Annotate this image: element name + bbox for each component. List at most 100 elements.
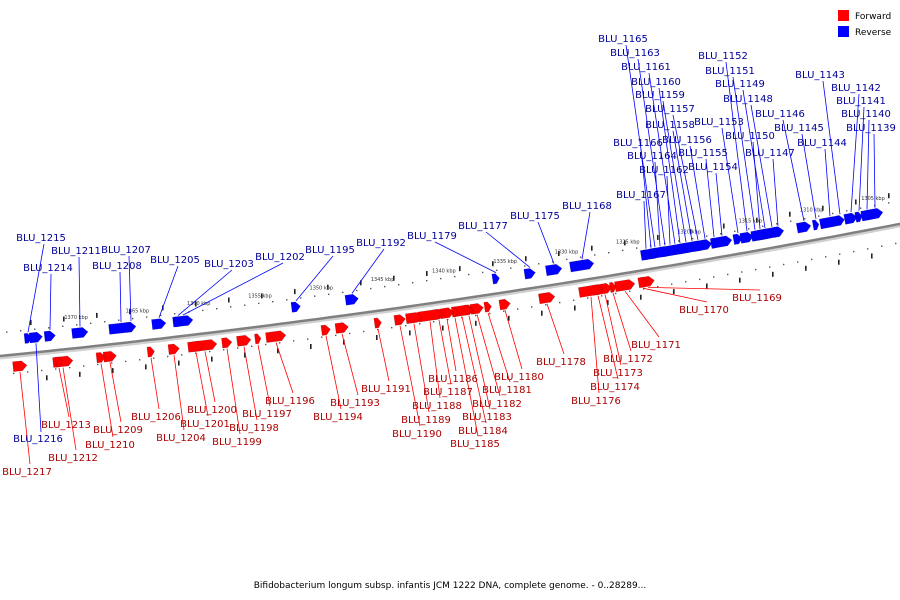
forward-leader-line xyxy=(58,367,70,418)
scale-dot xyxy=(167,355,169,358)
scale-dot xyxy=(846,210,848,212)
scale-dot xyxy=(13,372,15,375)
scale-tick xyxy=(310,344,312,349)
scale-dot xyxy=(132,317,134,320)
scale-dot xyxy=(811,258,813,261)
scale-dot xyxy=(496,269,498,271)
scale-dot xyxy=(391,327,393,329)
scale-dot xyxy=(251,345,253,347)
forward-leader-line xyxy=(109,362,122,423)
scale-dot xyxy=(853,250,855,253)
forward-gene-label: BLU_1199 xyxy=(212,437,262,448)
forward-gene-shape xyxy=(102,351,117,363)
forward-gene xyxy=(55,356,63,368)
scale-dot xyxy=(265,343,267,346)
scale-tick xyxy=(822,205,824,211)
forward-gene-label: BLU_1187 xyxy=(423,387,473,398)
forward-leader-line xyxy=(590,296,600,394)
scale-dot xyxy=(279,342,281,344)
forward-gene-shape xyxy=(265,330,287,343)
scale-dot xyxy=(622,249,624,252)
forward-gene-shape xyxy=(221,337,233,349)
forward-gene-shape xyxy=(55,356,63,368)
kbp-scale-label: 1335 kbp xyxy=(493,259,517,265)
scale-dot xyxy=(636,247,638,249)
forward-gene xyxy=(236,335,252,347)
scale-dot xyxy=(272,301,274,303)
legend-forward-label: Forward xyxy=(855,12,891,22)
scale-tick xyxy=(475,320,477,326)
forward-leader-line xyxy=(461,316,487,424)
scale-dot xyxy=(755,268,757,271)
reverse-leader-line xyxy=(689,145,706,239)
scale-tick xyxy=(442,325,444,331)
forward-leader-line xyxy=(341,333,359,396)
forward-gene-shape xyxy=(334,322,349,334)
reverse-gene xyxy=(151,318,167,330)
reverse-leader-line xyxy=(158,265,179,318)
reverse-leader-line xyxy=(27,243,45,333)
scale-dot xyxy=(776,223,778,225)
kbp-scale-label: 1315 kbp xyxy=(739,219,763,225)
reverse-gene-label: BLU_1146 xyxy=(755,109,805,120)
scale-tick xyxy=(261,293,263,299)
scale-tick xyxy=(673,289,675,295)
scale-dot xyxy=(594,254,596,256)
reverse-gene-shape xyxy=(709,237,718,249)
forward-leader-line xyxy=(597,295,619,380)
scale-dot xyxy=(888,202,890,204)
scale-dot xyxy=(195,352,197,354)
forward-gene-label: BLU_1186 xyxy=(428,374,478,385)
scale-dot xyxy=(573,299,575,301)
scale-dot xyxy=(510,267,512,269)
scale-dot xyxy=(153,357,155,359)
scale-dot xyxy=(349,332,351,335)
forward-leader-line xyxy=(62,367,77,451)
kbp-scale-label: 1360 kbp xyxy=(187,301,211,307)
forward-gene-label: BLU_1193 xyxy=(330,398,380,409)
reverse-leader-line xyxy=(434,241,497,273)
forward-gene-label: BLU_1210 xyxy=(85,440,135,451)
reverse-leader-line xyxy=(824,148,831,217)
scale-dot xyxy=(398,284,400,286)
scale-tick xyxy=(30,320,32,325)
forward-gene-shape xyxy=(637,277,648,289)
scale-tick xyxy=(558,251,560,256)
reverse-gene-shape xyxy=(491,273,500,285)
reverse-leader-line xyxy=(782,119,805,222)
scale-dot xyxy=(83,365,85,367)
reverse-gene-label: BLU_1148 xyxy=(723,94,773,105)
scale-dot xyxy=(881,245,883,247)
reverse-leader-line xyxy=(705,158,715,238)
scale-tick xyxy=(789,211,791,217)
scale-dot xyxy=(307,338,309,340)
scale-dot xyxy=(468,273,470,276)
scale-tick xyxy=(195,301,197,307)
reverse-gene-label: BLU_1157 xyxy=(645,104,695,115)
scale-dot xyxy=(524,265,526,267)
forward-leader-line xyxy=(438,320,452,385)
reverse-gene xyxy=(569,258,595,273)
kbp-scale-label: 1340 kbp xyxy=(432,268,456,274)
forward-leader-line xyxy=(504,310,523,370)
scale-tick xyxy=(294,289,296,295)
forward-leader-line xyxy=(195,352,209,417)
forward-leader-line xyxy=(150,357,160,410)
scale-dot xyxy=(202,309,204,312)
kbp-scale-label: 1345 kbp xyxy=(371,277,395,283)
reverse-gene-shape xyxy=(818,216,841,230)
reverse-gene-label: BLU_1142 xyxy=(831,83,881,94)
reverse-gene xyxy=(108,322,134,335)
scale-tick xyxy=(492,261,494,267)
reverse-gene-shape xyxy=(523,268,536,280)
scale-tick xyxy=(772,271,774,277)
scale-dot xyxy=(146,316,148,318)
scale-dot xyxy=(328,293,330,295)
scale-tick xyxy=(574,305,576,311)
forward-leader-line xyxy=(546,303,565,355)
reverse-gene-label: BLU_1175 xyxy=(510,211,560,222)
reverse-leader-line xyxy=(35,343,42,433)
forward-gene xyxy=(637,277,648,289)
reverse-gene-label: BLU_1214 xyxy=(23,263,73,274)
scale-dot xyxy=(720,233,722,235)
